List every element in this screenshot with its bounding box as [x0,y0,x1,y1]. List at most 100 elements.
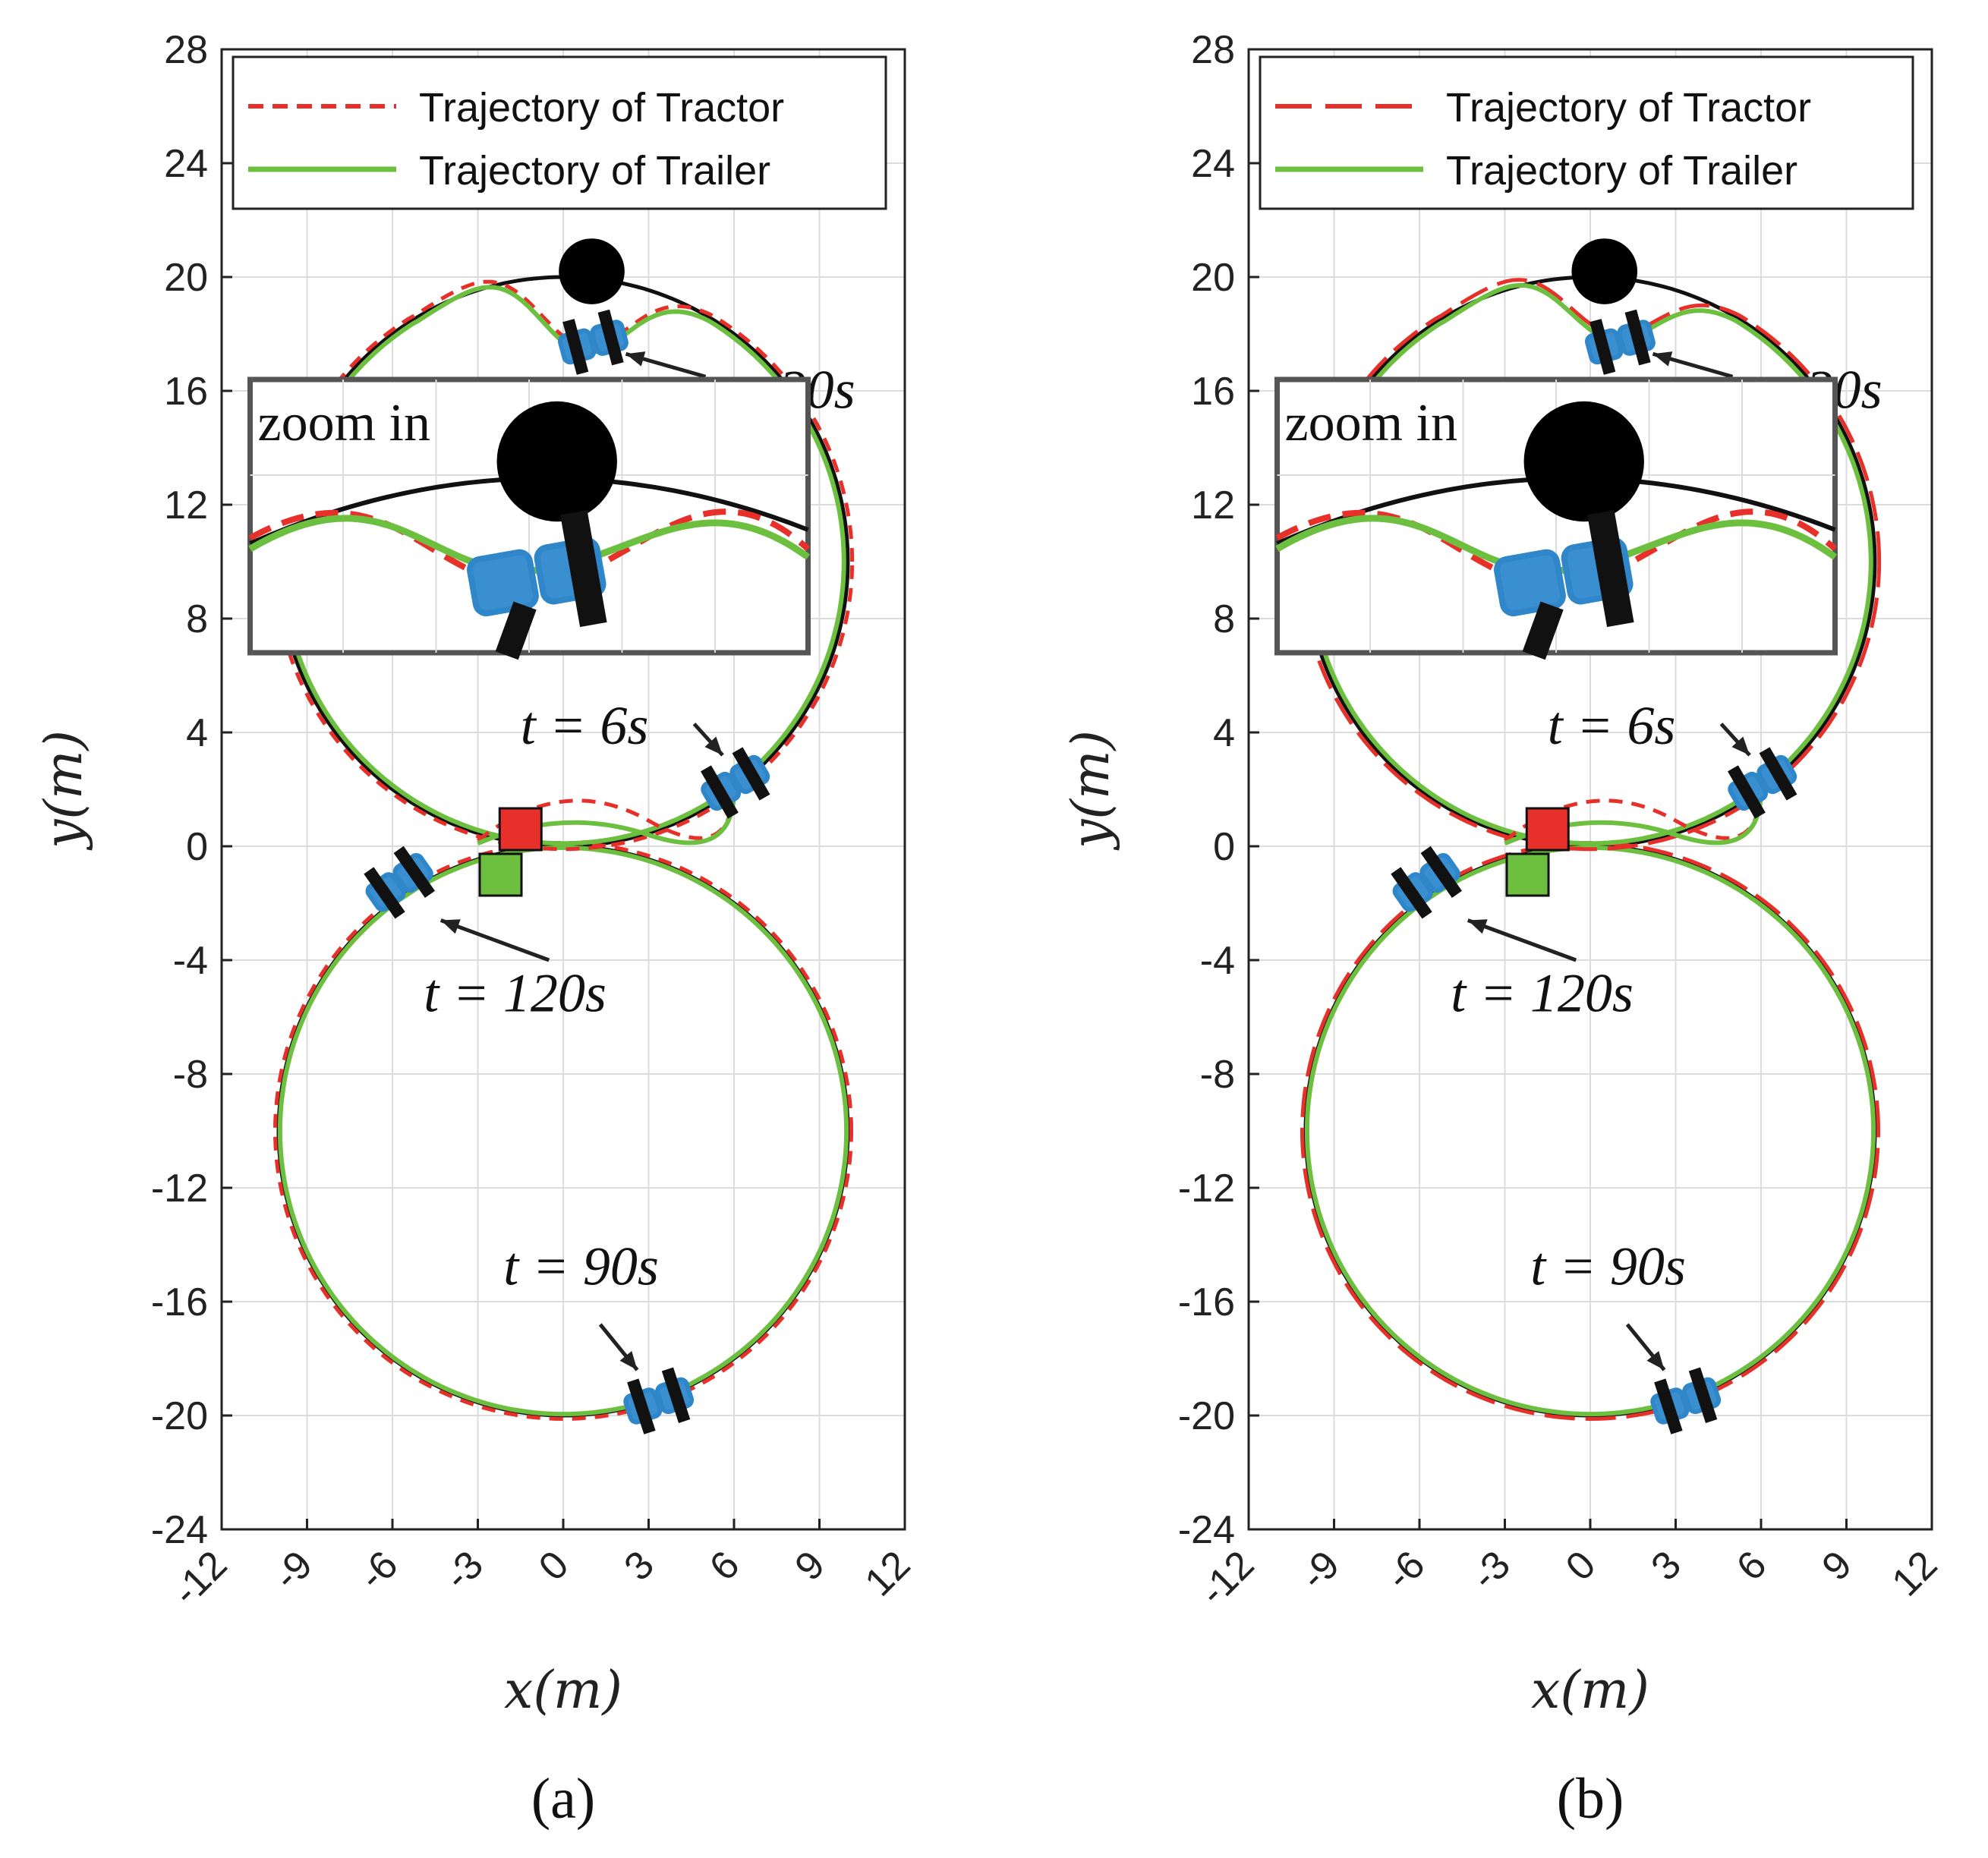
wheel-axle-front [1420,846,1462,898]
wheel-axle-front [393,846,435,898]
x-tick-label: -6 [351,1542,407,1598]
legend-tractor-label: Trajectory of Tractor [419,85,784,131]
panel-label: (a) [531,1767,595,1831]
x-tick-label: -12 [1191,1542,1262,1614]
annotation-t90: t = 90s [503,1236,659,1297]
x-tick-label: 9 [787,1542,833,1589]
tractor-trajectory-lower [1300,840,1880,1422]
annotation-t6: t = 6s [521,695,649,756]
y-tick-label: 4 [186,711,208,755]
x-tick-label: -12 [164,1542,235,1614]
wheel-axle-rear [1391,867,1432,919]
legend-trailer-label: Trajectory of Trailer [1446,148,1797,194]
y-tick-label: 0 [1213,825,1235,869]
arrow-head [1731,736,1750,755]
arrow-head [619,1351,638,1370]
inset-label: zoom in [258,394,430,452]
x-axis-label: x(m) [504,1661,622,1721]
start-marker-trailer [478,852,523,897]
y-tick-label: 28 [1191,28,1235,72]
arrow-shaft [440,918,550,962]
y-tick-label: -16 [1178,1280,1235,1324]
y-tick-label: -16 [151,1280,208,1324]
wheel-axle-rear [1728,765,1766,819]
y-tick-label: -20 [1178,1394,1235,1438]
vehicle-t6 [1728,747,1797,819]
annotation-t120: t = 120s [1451,963,1634,1024]
arrow-t120 [1467,918,1577,962]
y-tick-label: 4 [1213,711,1235,755]
wheel-axle-front [661,1367,691,1423]
wheel-axle-front [1759,747,1797,801]
legend-trailer-label: Trajectory of Trailer [419,148,770,194]
inset-label: zoom in [1285,394,1457,452]
y-tick-label: 20 [164,256,208,300]
zoom-inset: zoom in [247,376,811,660]
arrow-t90 [598,1323,639,1371]
x-tick-label: -9 [1292,1542,1348,1598]
y-tick-label: -24 [151,1508,208,1552]
y-tick-label: 24 [1191,142,1235,186]
inset-wheel-rear [1522,601,1564,660]
x-tick-label: 12 [1884,1542,1946,1604]
y-tick-label: -12 [151,1167,208,1211]
wheel-axle-rear [562,319,589,375]
inset-wheel-front [560,510,607,628]
wheel-axle-rear [364,867,405,919]
legend-box [1259,55,1914,210]
y-axis-label: y(m) [34,730,94,851]
panel-label: (b) [1557,1767,1624,1831]
inset-vehicle [467,510,607,660]
y-tick-label: 28 [164,28,208,72]
obstacle-icon [559,238,625,304]
zoom-inset: zoom in [1274,376,1838,660]
inset-obstacle-icon [496,401,617,522]
wheel-axle-rear [1654,1378,1683,1434]
inset-vehicle [1494,510,1634,660]
x-tick-label: 9 [1814,1542,1860,1589]
start-marker-tractor [498,807,543,852]
x-tick-label: -3 [436,1542,492,1598]
y-tick-label: 0 [186,825,208,869]
arrow-head [1467,919,1488,934]
y-tick-label: -20 [151,1394,208,1438]
trailer-trajectory-lower [1304,845,1876,1417]
start-marker-trailer [1505,852,1550,897]
arrow-head [1646,1351,1665,1370]
x-tick-label: 12 [857,1542,919,1604]
legend-box [232,55,887,210]
wheel-axle-rear [701,765,739,819]
y-tick-label: 16 [1191,370,1235,414]
arrow-head [440,919,461,934]
annotation-t120: t = 120s [424,963,606,1024]
wheel-axle-front [597,309,624,366]
arrow-t90 [1625,1323,1666,1371]
x-tick-label: 6 [701,1542,748,1589]
arrow-t30 [1652,351,1734,379]
x-tick-label: -3 [1463,1542,1519,1598]
trailer-trajectory-lower [277,845,849,1417]
arrow-shaft [1467,918,1577,962]
vehicle-t30 [558,309,629,375]
arrow-t6 [692,723,724,757]
wheel-axle-front [1688,1367,1718,1423]
y-tick-label: 16 [164,370,208,414]
x-tick-label: 6 [1728,1542,1775,1589]
y-tick-label: -12 [1178,1167,1235,1211]
y-tick-label: 12 [1191,483,1235,527]
y-tick-label: -8 [173,1053,208,1097]
legend-tractor-label: Trajectory of Tractor [1446,85,1811,131]
obstacle-icon [1571,238,1638,304]
arrow-t30 [625,351,707,379]
x-tick-label: -9 [265,1542,321,1598]
x-tick-label: -6 [1378,1542,1434,1598]
vehicle-t120 [1391,846,1462,919]
wheel-axle-rear [627,1378,656,1434]
arrow-t120 [440,918,550,962]
y-axis-label: y(m) [1061,730,1121,851]
wheel-axle-front [732,747,770,801]
inset-trailer-body [467,549,539,617]
x-tick-label: 0 [531,1542,577,1589]
y-tick-label: 8 [186,597,208,641]
